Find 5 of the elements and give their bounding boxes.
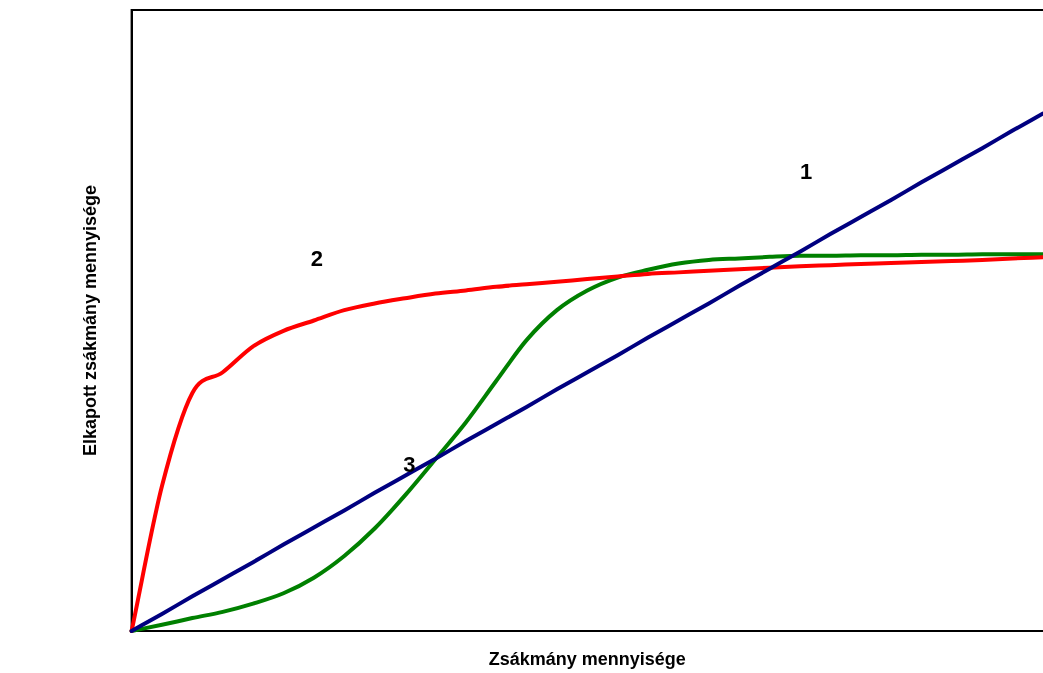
text: 2 [310, 245, 324, 271]
y-axis-title: Elkapott zsákmány mennyisége [79, 184, 100, 457]
x-axis-title: Zsákmány mennyisége [488, 649, 686, 670]
text: 1 [799, 159, 813, 185]
series-label: 3 [403, 452, 416, 478]
